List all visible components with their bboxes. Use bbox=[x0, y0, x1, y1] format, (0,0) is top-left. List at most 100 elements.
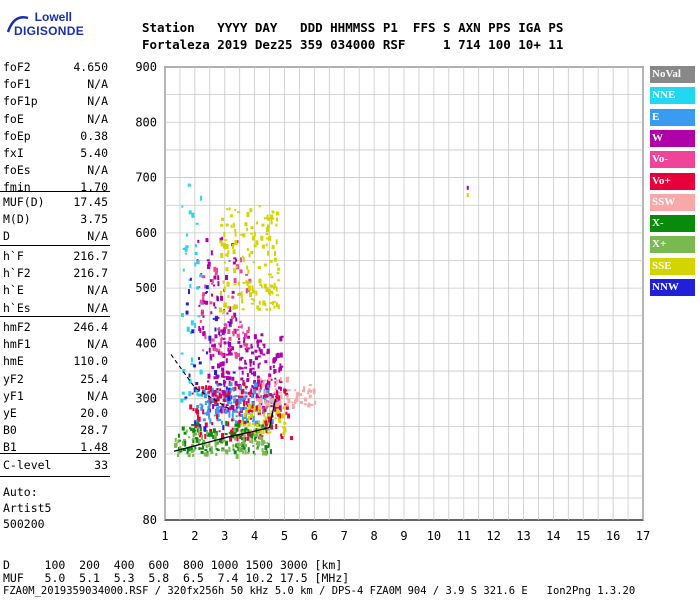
echo-point-sse bbox=[261, 223, 265, 227]
y-tick-label: 700 bbox=[135, 171, 157, 185]
echo-point-w bbox=[219, 237, 223, 241]
param-name: C-level bbox=[3, 458, 52, 472]
echo-point-x- bbox=[245, 444, 248, 448]
echo-point-vo- bbox=[236, 427, 239, 432]
echo-point-sse bbox=[262, 419, 265, 425]
echo-point-sse bbox=[250, 232, 254, 235]
echo-point-e bbox=[252, 415, 255, 421]
echo-point-x- bbox=[208, 441, 211, 447]
param-name: yF1 bbox=[3, 388, 24, 403]
echo-point-x- bbox=[248, 439, 251, 442]
echo-point-e bbox=[211, 387, 214, 393]
echo-point-nnw bbox=[218, 331, 221, 336]
echo-point-sse bbox=[229, 214, 233, 218]
echo-point-e bbox=[245, 407, 248, 412]
echo-point-vo- bbox=[240, 257, 243, 263]
echo-point-ssw bbox=[262, 381, 265, 386]
echo-point-e bbox=[265, 399, 268, 402]
echo-point-w bbox=[210, 355, 213, 361]
echo-point-e bbox=[234, 394, 238, 397]
echo-point-w bbox=[220, 295, 224, 301]
param-h-f: h`F 216.7 bbox=[3, 249, 108, 266]
echo-point-x- bbox=[203, 452, 207, 455]
echo-point-vo- bbox=[233, 330, 236, 333]
echo-point-sse bbox=[240, 422, 243, 426]
echo-point-vo- bbox=[209, 400, 212, 404]
echo-point-vo- bbox=[275, 397, 278, 400]
echo-point-sse bbox=[222, 310, 225, 315]
echo-point-w bbox=[231, 290, 235, 294]
echo-point-sse bbox=[281, 413, 285, 419]
echo-point-w bbox=[230, 346, 234, 351]
echo-point-sse bbox=[267, 417, 270, 421]
echo-point-vo- bbox=[207, 385, 211, 390]
echo-point-sse bbox=[268, 431, 272, 434]
echo-point-w bbox=[253, 380, 257, 385]
echo-point-x- bbox=[238, 446, 242, 452]
echo-point-w bbox=[222, 337, 226, 340]
echo-point-w bbox=[225, 375, 229, 380]
echo-point-vo- bbox=[202, 275, 206, 279]
echo-point-w bbox=[237, 340, 241, 344]
echo-point-w bbox=[222, 371, 225, 376]
echo-point-w bbox=[217, 281, 220, 287]
echo-point-vo- bbox=[245, 273, 249, 276]
echo-point-vo- bbox=[250, 417, 253, 420]
echo-point-vo- bbox=[228, 346, 232, 349]
echo-point-sse bbox=[266, 431, 270, 434]
echo-point-w bbox=[244, 362, 248, 365]
echo-point-vo- bbox=[200, 301, 204, 305]
echo-point-sse bbox=[266, 420, 270, 425]
echo-point-e bbox=[226, 399, 230, 405]
echo-point-w bbox=[214, 404, 217, 407]
echo-point-ssw bbox=[302, 389, 306, 393]
footer-distance: D 100 200 400 600 800 1000 1500 3000 [km… bbox=[3, 558, 343, 572]
echo-point-w bbox=[223, 383, 226, 387]
echo-point-w bbox=[202, 300, 206, 305]
echo-point-vo- bbox=[199, 319, 202, 323]
echo-point-sse bbox=[275, 223, 278, 227]
echo-point-ssw bbox=[310, 403, 314, 406]
echo-point-nnw bbox=[198, 356, 201, 360]
echo-point-sse bbox=[246, 408, 250, 412]
echo-point-sse bbox=[276, 408, 280, 412]
echo-point-vo- bbox=[223, 323, 227, 327]
echo-point-sse bbox=[237, 211, 241, 214]
echo-point-w bbox=[243, 397, 246, 403]
echo-point-x- bbox=[270, 423, 273, 428]
echo-point-w bbox=[212, 284, 215, 287]
echo-point-sse bbox=[270, 276, 274, 279]
echo-point-w bbox=[215, 380, 219, 384]
echo-point-vo- bbox=[212, 346, 216, 351]
echo-point-nnw bbox=[219, 383, 223, 386]
echo-point-w bbox=[269, 405, 273, 408]
echo-point-x- bbox=[186, 451, 189, 455]
y-tick-label: 900 bbox=[135, 60, 157, 74]
echo-point-e bbox=[231, 410, 235, 413]
param-h-f2: h`F2 216.7 bbox=[3, 266, 108, 283]
echo-point-w bbox=[265, 393, 269, 397]
param-value: N/A bbox=[87, 283, 108, 298]
echo-point-e bbox=[202, 418, 206, 422]
x-tick-label: 3 bbox=[221, 529, 228, 543]
echo-point-vo- bbox=[246, 330, 250, 334]
echo-point-e bbox=[243, 406, 246, 410]
echo-point-w bbox=[211, 344, 214, 348]
echo-point-nnw bbox=[208, 335, 212, 341]
echo-point-sse bbox=[278, 419, 282, 423]
echo-point-vo- bbox=[209, 301, 213, 305]
echo-point-vo- bbox=[244, 333, 248, 339]
echo-point-vo- bbox=[220, 354, 224, 357]
echo-point-vo- bbox=[242, 382, 246, 386]
echo-point-sse bbox=[253, 298, 256, 302]
echo-point-vo- bbox=[200, 313, 204, 317]
echo-point-ssw bbox=[310, 389, 313, 393]
echo-point-sse bbox=[267, 250, 270, 256]
echo-point-x- bbox=[253, 453, 256, 456]
echo-point-e bbox=[244, 396, 247, 401]
echo-point-nne bbox=[190, 357, 193, 363]
echo-point-sse bbox=[234, 239, 238, 245]
echo-point-vo- bbox=[245, 288, 248, 294]
echo-point-w bbox=[278, 379, 281, 383]
